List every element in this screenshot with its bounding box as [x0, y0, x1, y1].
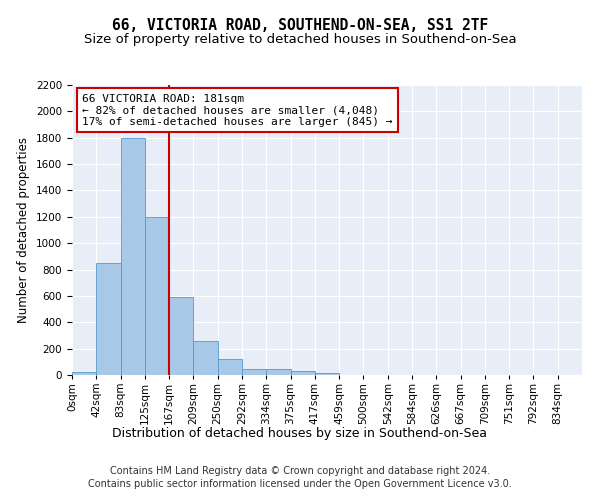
- Text: 66, VICTORIA ROAD, SOUTHEND-ON-SEA, SS1 2TF: 66, VICTORIA ROAD, SOUTHEND-ON-SEA, SS1 …: [112, 18, 488, 32]
- Bar: [145, 217, 169, 375]
- Bar: [266, 369, 290, 375]
- Text: Distribution of detached houses by size in Southend-on-Sea: Distribution of detached houses by size …: [113, 428, 487, 440]
- Bar: [315, 372, 339, 375]
- Bar: [242, 368, 266, 375]
- Text: Size of property relative to detached houses in Southend-on-Sea: Size of property relative to detached ho…: [83, 32, 517, 46]
- Text: 66 VICTORIA ROAD: 181sqm
← 82% of detached houses are smaller (4,048)
17% of sem: 66 VICTORIA ROAD: 181sqm ← 82% of detach…: [82, 94, 392, 127]
- Bar: [72, 372, 96, 375]
- Bar: [96, 263, 121, 375]
- Bar: [218, 358, 242, 375]
- Bar: [193, 340, 218, 375]
- Text: Contains public sector information licensed under the Open Government Licence v3: Contains public sector information licen…: [88, 479, 512, 489]
- Bar: [290, 371, 315, 375]
- Text: Contains HM Land Registry data © Crown copyright and database right 2024.: Contains HM Land Registry data © Crown c…: [110, 466, 490, 476]
- Bar: [121, 138, 145, 375]
- Bar: [169, 297, 193, 375]
- Y-axis label: Number of detached properties: Number of detached properties: [17, 137, 31, 323]
